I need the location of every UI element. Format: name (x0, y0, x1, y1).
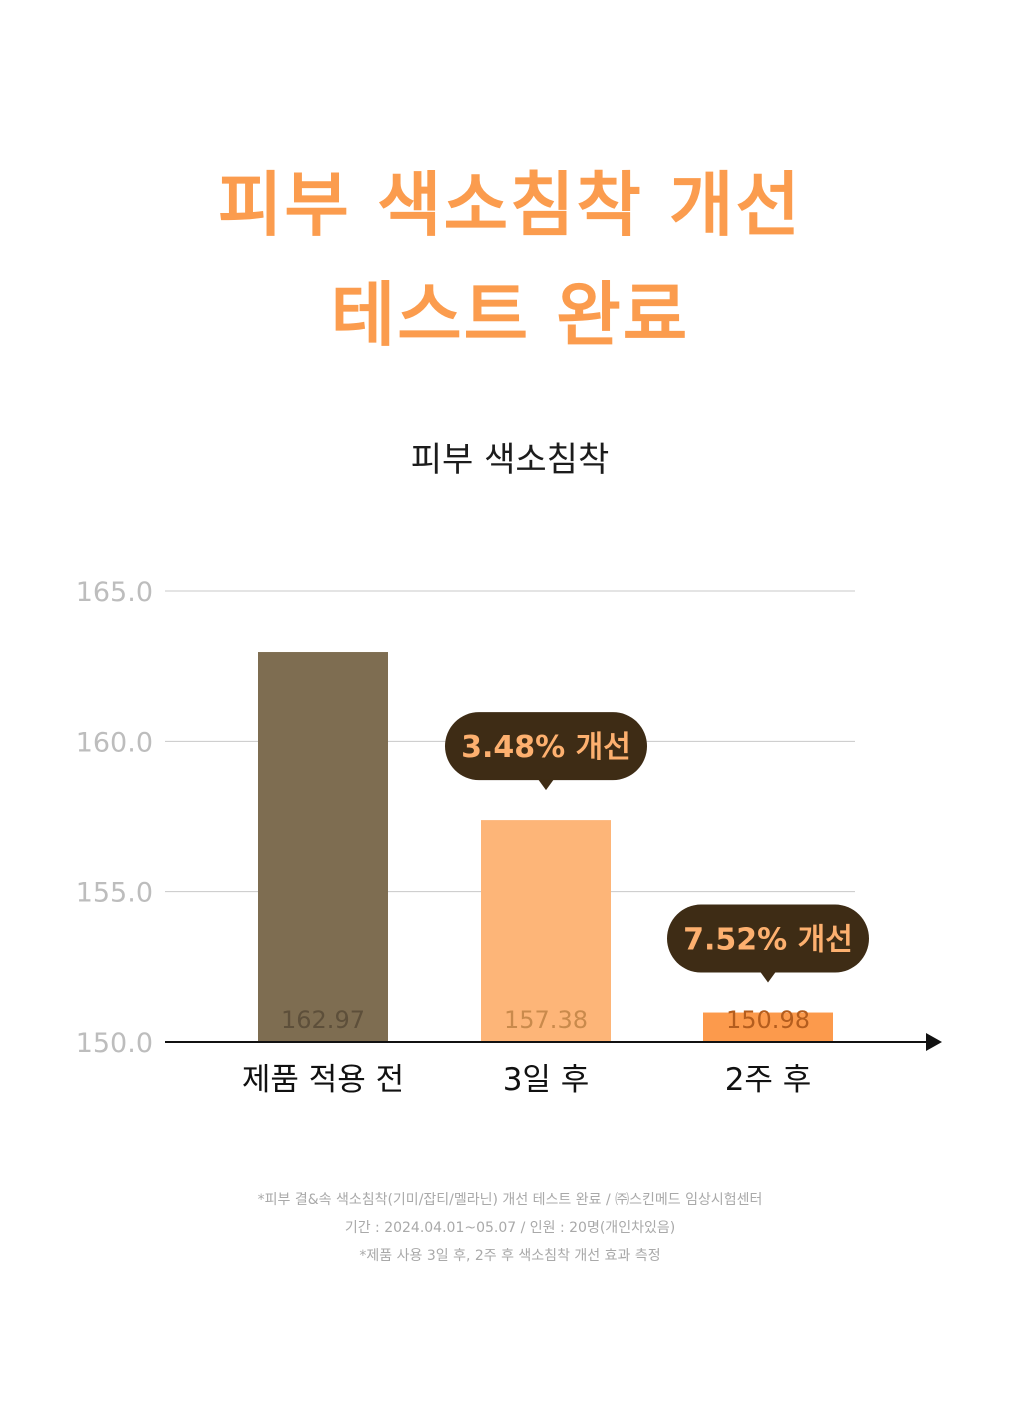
y-tick-label: 160.0 (76, 727, 153, 758)
callout-bubble (445, 712, 647, 781)
footnotes: *피부 결&속 색소침착(기미/잡티/멜라닌) 개선 테스트 완료 / ㈜스킨메… (0, 1186, 1020, 1270)
x-category-label: 2주 후 (725, 1062, 812, 1098)
headline-line-1: 피부 색소침착 개선 (218, 164, 802, 246)
headline: 피부 색소침착 개선 테스트 완료 (0, 150, 1020, 370)
y-tick-label: 150.0 (76, 1028, 153, 1059)
x-category-label: 3일 후 (503, 1062, 590, 1098)
footnote-line-2: 기간 : 2024.04.01~05.07 / 인원 : 20명(개인차있음) (344, 1220, 676, 1236)
headline-line-2: 테스트 완료 (330, 274, 690, 356)
bar (703, 1012, 833, 1042)
y-tick-label: 165.0 (76, 577, 153, 608)
callout-label: 3.48% 개선 (461, 730, 631, 765)
callout-pointer (538, 779, 554, 791)
y-tick-label: 155.0 (76, 878, 153, 909)
callout-pointer (760, 971, 776, 983)
bar-value-label: 157.38 (504, 1006, 588, 1034)
footnote-line-1: *피부 결&속 색소침착(기미/잡티/멜라닌) 개선 테스트 완료 / ㈜스킨메… (257, 1192, 763, 1208)
bar (481, 820, 611, 1042)
bar-value-label: 162.97 (281, 1006, 365, 1034)
x-category-label: 제품 적용 전 (242, 1062, 404, 1098)
callout-bubble (667, 904, 869, 973)
chart-title: 피부 색소침착 (410, 440, 610, 480)
footnote-line-3: *제품 사용 3일 후, 2주 후 색소침착 개선 효과 측정 (359, 1248, 661, 1264)
bar-chart: 165.0 160.0 155.0 150.0 162.97 제품 적용 전 157.38 3… (76, 577, 942, 1098)
bar-value-label: 150.98 (726, 1006, 810, 1034)
x-axis-arrow-icon (926, 1033, 942, 1051)
bar (258, 652, 388, 1042)
callout-label: 7.52% 개선 (683, 923, 853, 958)
